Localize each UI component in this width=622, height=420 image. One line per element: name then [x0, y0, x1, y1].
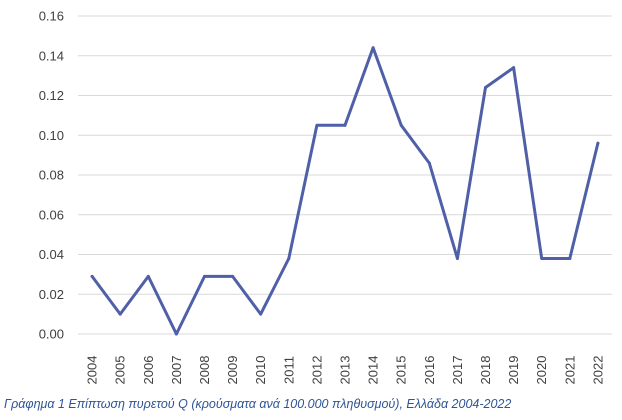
x-axis-tick-labels: 2004 2005 2006 2007 2008 2009 2010 2011 2012 2013… — [85, 356, 606, 385]
data-point — [202, 274, 206, 278]
x-tick-label: 2005 — [113, 356, 128, 385]
x-tick-label: 2015 — [394, 356, 409, 385]
x-tick-label: 2014 — [366, 356, 381, 385]
y-tick-label: 0.04 — [39, 247, 64, 262]
x-tick-label: 2022 — [590, 356, 605, 385]
x-tick-label: 2008 — [197, 356, 212, 385]
x-tick-label: 2021 — [562, 356, 577, 385]
x-tick-label: 2016 — [422, 356, 437, 385]
data-point — [118, 312, 122, 316]
data-point — [231, 274, 235, 278]
y-tick-label: 0.00 — [39, 327, 64, 342]
y-tick-label: 0.06 — [39, 207, 64, 222]
data-point — [343, 123, 347, 127]
data-point — [512, 66, 516, 70]
y-tick-label: 0.16 — [39, 9, 64, 24]
x-tick-label: 2012 — [309, 356, 324, 385]
data-point — [371, 46, 375, 50]
data-point — [484, 86, 488, 90]
x-tick-label: 2013 — [338, 356, 353, 385]
data-point — [399, 123, 403, 127]
data-point — [596, 141, 600, 145]
x-tick-label: 2010 — [253, 356, 268, 385]
data-point — [146, 274, 150, 278]
x-tick-label: 2011 — [281, 356, 296, 384]
y-tick-label: 0.14 — [39, 48, 64, 63]
gridlines — [78, 15, 612, 335]
x-tick-label: 2009 — [225, 356, 240, 385]
y-tick-label: 0.02 — [39, 287, 64, 302]
data-point — [90, 274, 94, 278]
x-tick-label: 2004 — [85, 356, 100, 385]
x-tick-label: 2006 — [141, 356, 156, 385]
data-point — [259, 312, 263, 316]
data-point — [455, 256, 459, 260]
data-point — [568, 256, 572, 260]
data-point — [287, 256, 291, 260]
series-line — [90, 46, 600, 336]
data-point — [174, 332, 178, 336]
x-tick-label: 2019 — [506, 356, 521, 385]
series-group — [90, 46, 600, 336]
data-point — [315, 123, 319, 127]
y-tick-label: 0.12 — [39, 88, 64, 103]
line-chart: 0.00 0.02 0.04 0.06 0.08 0.10 0.12 0.14 0.16 200… — [39, 9, 612, 385]
data-point — [427, 161, 431, 165]
x-tick-label: 2020 — [534, 356, 549, 385]
x-tick-label: 2018 — [478, 356, 493, 385]
figure-caption: Γράφημα 1 Επίπτωση πυρετού Q (κρούσματα … — [4, 397, 512, 411]
x-tick-label: 2017 — [450, 356, 465, 385]
x-tick-label: 2007 — [169, 356, 184, 385]
y-tick-label: 0.10 — [39, 128, 64, 143]
data-point — [540, 256, 544, 260]
y-axis-tick-labels: 0.00 0.02 0.04 0.06 0.08 0.10 0.12 0.14 0.16 — [39, 9, 64, 342]
y-tick-label: 0.08 — [39, 168, 64, 183]
